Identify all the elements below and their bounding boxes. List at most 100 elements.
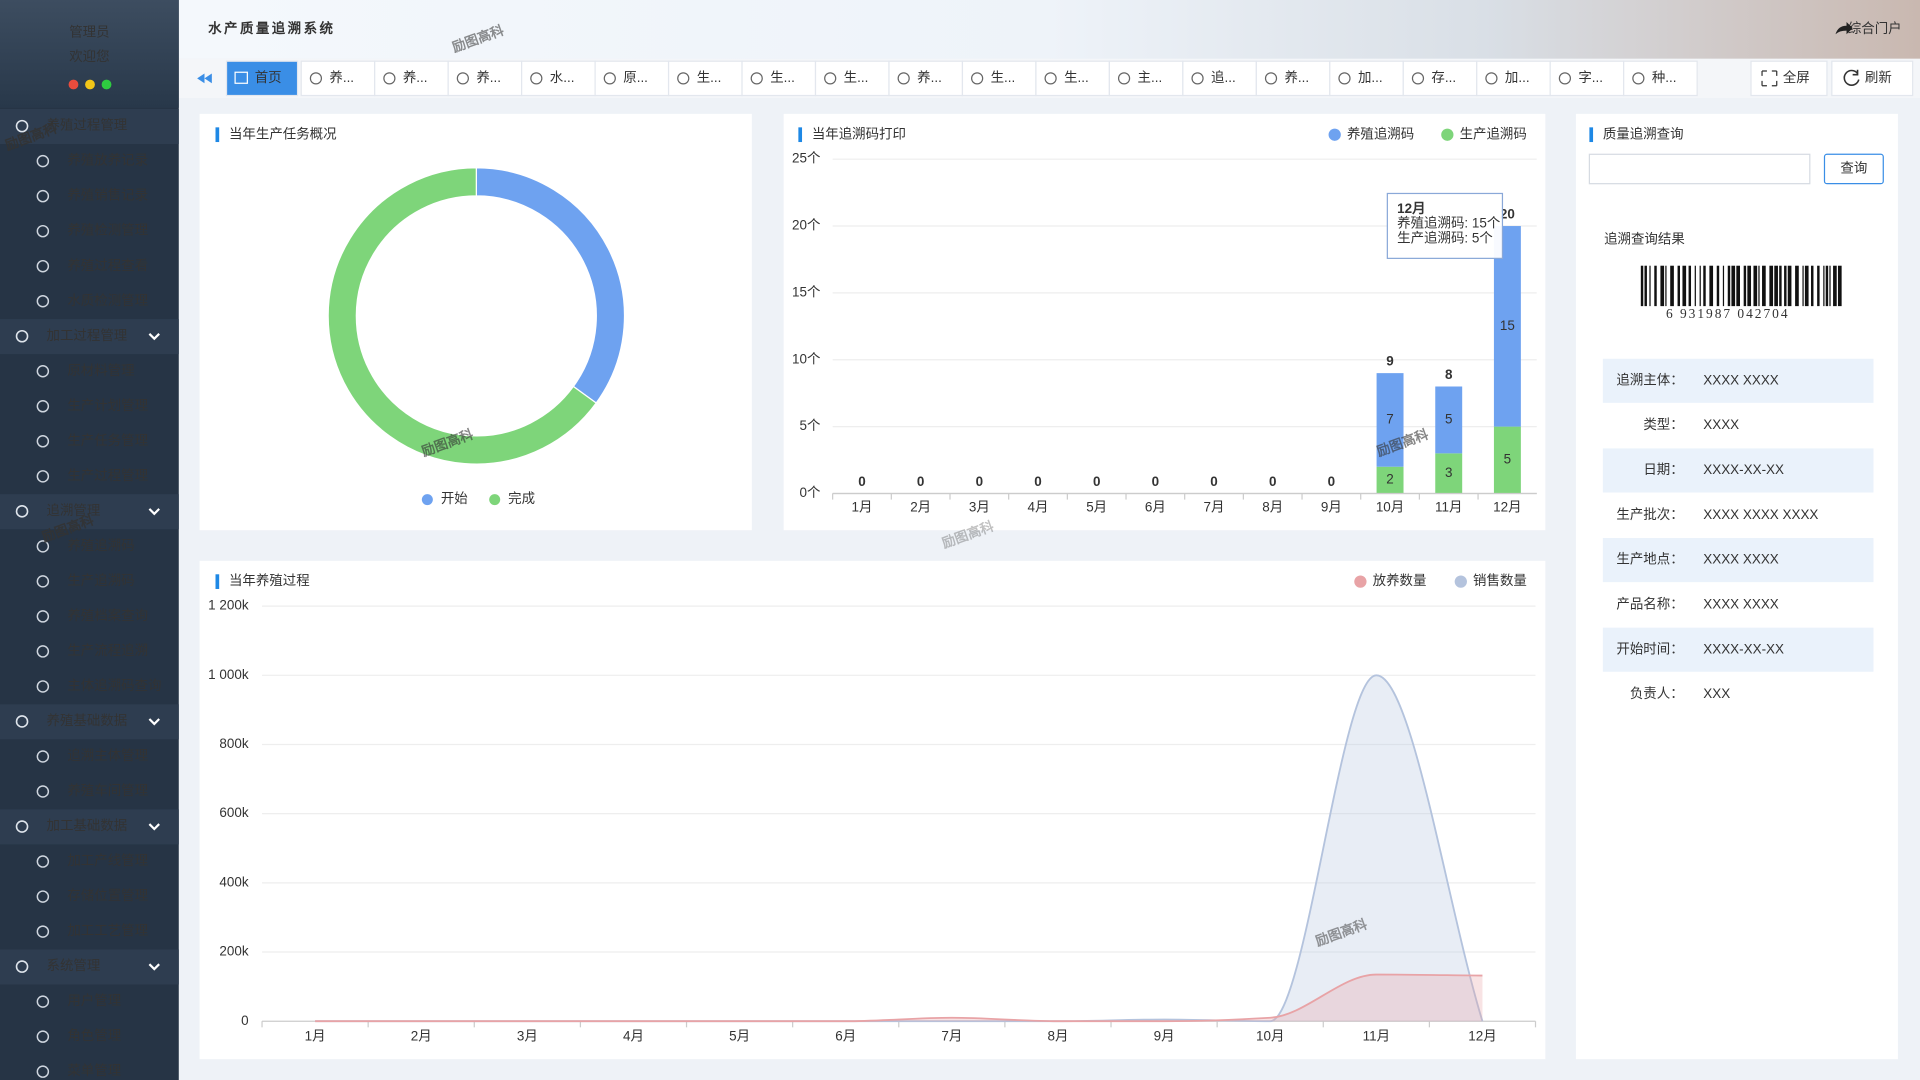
menu-item[interactable]: 加工产线管理 — [36, 853, 148, 868]
tab[interactable]: 主... — [1108, 60, 1184, 97]
tab[interactable]: 养... — [447, 60, 523, 97]
menu-item[interactable]: 养殖销售记录 — [36, 187, 148, 203]
tab-icon — [1411, 72, 1425, 85]
menu-item[interactable]: 生产流程追溯 — [36, 643, 148, 658]
tab[interactable]: 首页 — [225, 60, 299, 97]
menu-item[interactable]: 加工工艺管理 — [36, 923, 148, 938]
legend-dot — [1441, 128, 1454, 141]
tab[interactable]: 加... — [1476, 60, 1551, 97]
tab[interactable]: 养... — [374, 60, 449, 97]
y-tick-label: 0 — [241, 1013, 248, 1028]
menu-item[interactable]: 角色管理 — [36, 1027, 121, 1043]
menu-item[interactable]: 存储位置管理 — [36, 888, 148, 903]
bar-total: 0 — [1269, 474, 1276, 489]
menu-chevron — [148, 963, 160, 971]
x-tick-label: 4月 — [1028, 500, 1049, 515]
tab[interactable]: 生... — [741, 60, 817, 97]
menu-icon — [15, 119, 29, 133]
query-input[interactable] — [1588, 153, 1811, 185]
tab[interactable]: 生... — [1035, 60, 1110, 97]
tab[interactable]: 生... — [814, 60, 890, 97]
menu-group[interactable]: 加工过程管理 — [0, 319, 179, 355]
tab[interactable]: 追... — [1182, 60, 1257, 97]
tab-bg — [521, 60, 596, 97]
menu-item-label: 生产任务管理 — [67, 433, 148, 448]
tab-bg — [1549, 60, 1625, 97]
field-row-bg — [1602, 627, 1874, 672]
menu-item[interactable]: 生产任务管理 — [36, 433, 148, 448]
tab[interactable]: 加... — [1329, 60, 1404, 97]
menu-item[interactable]: 追溯主体管理 — [36, 748, 148, 763]
fullscreen-btn[interactable] — [1750, 60, 1828, 97]
status-dot — [68, 79, 79, 90]
fullscreen-icon — [1761, 70, 1778, 87]
tab-label: 养... — [917, 70, 942, 85]
menu-icon — [36, 435, 50, 448]
barcode-bar — [1795, 265, 1799, 307]
x-tick-label: 5月 — [1086, 500, 1107, 515]
menu-item[interactable]: 用户管理 — [36, 992, 121, 1008]
tab[interactable]: 养... — [1255, 60, 1331, 97]
menu-item[interactable]: 养殖追溯码 — [36, 537, 135, 553]
menu-item[interactable]: 生产追溯码 — [36, 573, 135, 588]
menu-chevron — [148, 718, 160, 726]
tab-label: 生... — [697, 70, 722, 85]
menu-item[interactable]: 养殖车间管理 — [36, 782, 148, 798]
legend-label: 销售数量 — [1473, 573, 1527, 588]
panel-title: 当年追溯码打印 — [812, 125, 906, 141]
bar — [1493, 426, 1521, 494]
menu-group[interactable]: 加工基础数据 — [0, 809, 179, 845]
menu-item[interactable]: 生产计划管理 — [36, 398, 148, 413]
menu-item-label: 用户管理 — [67, 992, 121, 1008]
app-title: 水产质量追溯系统 — [208, 20, 335, 36]
menu-item[interactable]: 养殖检测管理 — [36, 222, 148, 238]
tab[interactable]: 原... — [594, 60, 670, 97]
menu-item[interactable]: 养殖过程查看 — [36, 257, 148, 273]
menu-item[interactable]: 原材料管理 — [36, 363, 135, 378]
menu-item[interactable]: 养殖档案查询 — [36, 607, 148, 623]
menu-chevron — [148, 333, 160, 341]
tab[interactable]: 养... — [300, 60, 376, 97]
menu-icon — [36, 1030, 50, 1043]
menu-group-bg — [0, 108, 179, 144]
menu-item-label: 生产追溯码 — [67, 573, 134, 588]
menu-item[interactable]: 菜单管理 — [36, 1063, 121, 1078]
tooltip-line: 生产追溯码: 5个 — [1397, 230, 1493, 245]
query-button[interactable] — [1823, 153, 1884, 185]
x-tick-label: 8月 — [1262, 500, 1283, 515]
menu-group[interactable]: 养殖过程管理 — [0, 108, 179, 144]
bar-total: 0 — [1034, 474, 1041, 489]
refresh-btn[interactable] — [1831, 60, 1914, 97]
bar-total: 0 — [1093, 474, 1100, 489]
bar-value: 5 — [1445, 411, 1452, 426]
tab[interactable]: 存... — [1402, 60, 1478, 97]
menu-icon — [36, 540, 50, 553]
menu-item[interactable]: 主体追溯码查询 — [36, 678, 162, 693]
tab-icon — [1338, 72, 1351, 85]
menu-group[interactable]: 养殖基础数据 — [0, 704, 179, 740]
menu-item-label: 主体追溯码查询 — [67, 678, 161, 693]
tab-bg — [374, 60, 449, 97]
menu-group[interactable]: 系统管理 — [0, 949, 179, 985]
tab[interactable]: 水... — [521, 60, 596, 97]
tab[interactable]: 种... — [1623, 60, 1698, 97]
menu-item[interactable]: 生产过程管理 — [36, 468, 148, 483]
tab[interactable]: 字... — [1549, 60, 1625, 97]
menu-item-label: 角色管理 — [67, 1027, 121, 1043]
menu-icon — [36, 750, 50, 763]
x-tick-label: 3月 — [517, 1029, 538, 1044]
tab[interactable]: 生... — [961, 60, 1037, 97]
menu-group[interactable]: 追溯管理 — [0, 494, 179, 530]
field-value: XXXX — [1703, 417, 1739, 432]
menu-item[interactable]: 水质检测管理 — [36, 293, 148, 308]
menu-item[interactable]: 养殖放养记录 — [36, 152, 148, 168]
fullscreen-label: 全屏 — [1783, 69, 1810, 85]
portal-link[interactable]: 综合门户 — [1848, 20, 1902, 36]
tab[interactable]: 生... — [667, 60, 743, 97]
bar-total: 0 — [1210, 474, 1217, 489]
y-tick-label: 15个 — [792, 284, 821, 299]
tab-label: 存... — [1431, 70, 1456, 85]
menu-group-label: 系统管理 — [47, 958, 101, 973]
tab[interactable]: 养... — [888, 60, 964, 97]
tab-bg — [1623, 60, 1698, 97]
